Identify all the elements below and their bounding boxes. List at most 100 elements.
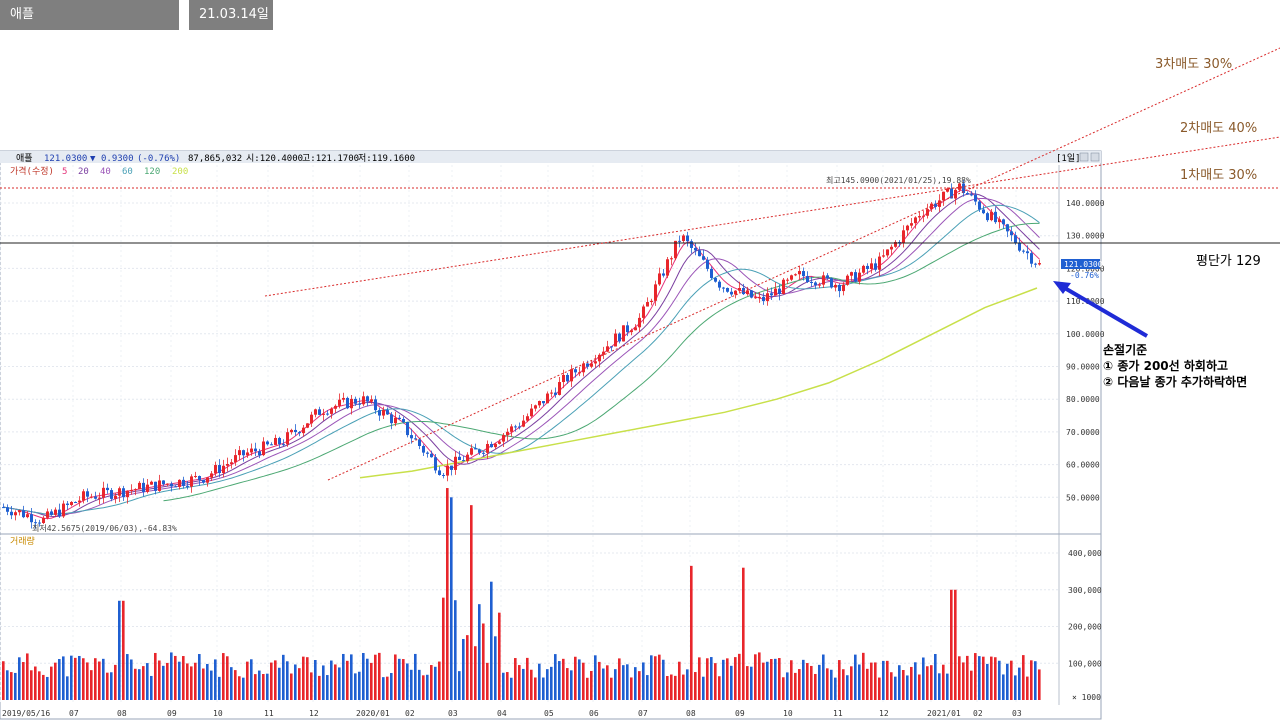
down-candle [182,479,185,486]
volume-legend: 거래량 [10,535,35,547]
volume-bar-down [362,652,365,700]
up-candle [794,274,797,276]
volume-bar-up [714,663,717,700]
up-candle [650,300,653,303]
down-candle [442,474,445,476]
volume-bar-down [266,673,269,700]
volume-bar-up [918,674,921,700]
volume-bar-up [698,657,701,700]
up-candle [754,297,757,299]
down-candle [366,396,369,402]
volume-bar-up [506,672,509,700]
volume-bar-up [1026,676,1029,700]
up-candle [506,431,509,436]
volume-bar-up [758,652,761,700]
volume-bar-down [130,659,133,700]
volume-bar-up [950,589,953,700]
down-candle [198,476,201,481]
volume-bar-down [854,654,857,700]
ma-legend-item-20: 20 [78,167,89,177]
stop-loss-title: 손절기준 [1103,343,1148,357]
volume-bar-up [54,662,57,700]
ticker-name: 애플 [16,153,33,164]
up-candle [146,484,149,492]
up-candle [658,273,661,285]
volume-bar-up [870,662,873,700]
close-button[interactable] [1090,152,1100,162]
ticker-high: 고:121.1700 [302,154,359,164]
down-candle [802,271,805,277]
up-candle [786,279,789,281]
up-candle [82,491,85,501]
volume-bar-up [514,658,517,700]
down-candle [986,213,989,221]
down-candle [694,247,697,251]
volume-bar-down [410,669,413,700]
down-candle [1002,219,1005,225]
up-candle [666,259,669,276]
down-candle [386,410,389,415]
up-candle [646,302,649,307]
x-tick-label: 07 [638,709,648,718]
period-button[interactable]: [1일] [1056,153,1081,164]
up-candle [62,503,65,517]
volume-bar-up [262,674,265,700]
down-candle [610,346,613,348]
volume-bar-down [702,676,705,700]
down-candle [6,507,9,512]
volume-bar-down [326,675,329,700]
up-candle [746,290,749,295]
up-candle [338,399,341,406]
up-candle [954,189,957,199]
volume-bar-up [482,623,485,700]
volume-bar-down [594,655,597,700]
down-candle [830,278,833,288]
volume-bar-down [434,666,437,700]
volume-bar-up [682,674,685,700]
volume-bar-up [798,669,801,700]
down-candle [418,439,421,446]
volume-bar-up [926,666,929,700]
low-marker: 최저42.5675(2019/06/03),-64.83% [32,523,177,533]
volume-bar-down [774,658,777,700]
down-candle [406,422,409,436]
volume-bar-up [86,662,89,700]
arrow-head-icon [1053,281,1071,294]
volume-bar-down [66,676,69,700]
price-tick-label: 80.0000 [1066,395,1100,404]
volume-bar-up [726,658,729,700]
up-candle [570,369,573,382]
up-candle [918,216,921,218]
up-candle [526,416,529,421]
up-candle [602,351,605,355]
volume-bar-down [998,660,1001,700]
volume-bar-up [954,589,957,700]
volume-bar-down [110,672,113,700]
sell2-trendline [264,136,1280,297]
down-candle [518,426,521,428]
up-candle [230,462,233,464]
volume-bar-up [674,675,677,700]
ma-legend: 5 20 40 60 120 200 [62,167,188,177]
up-candle [578,372,581,374]
up-candle [818,284,821,286]
volume-bar-down [146,663,149,700]
volume-bar-down [14,672,17,700]
up-candle [942,191,945,201]
volume-bar-up [334,664,337,700]
volume-bar-down [642,662,645,700]
up-candle [546,393,549,404]
down-candle [402,418,405,423]
volume-bar-up [942,664,945,700]
up-candle [498,441,501,444]
down-candle [698,250,701,257]
x-tick-label: 04 [497,709,507,718]
x-tick-label: 03 [448,709,458,718]
down-candle [626,325,629,333]
volume-bar-down [6,670,9,700]
up-candle [758,296,761,298]
down-candle [298,432,301,434]
minimize-button[interactable] [1079,152,1089,162]
down-candle [282,444,285,446]
